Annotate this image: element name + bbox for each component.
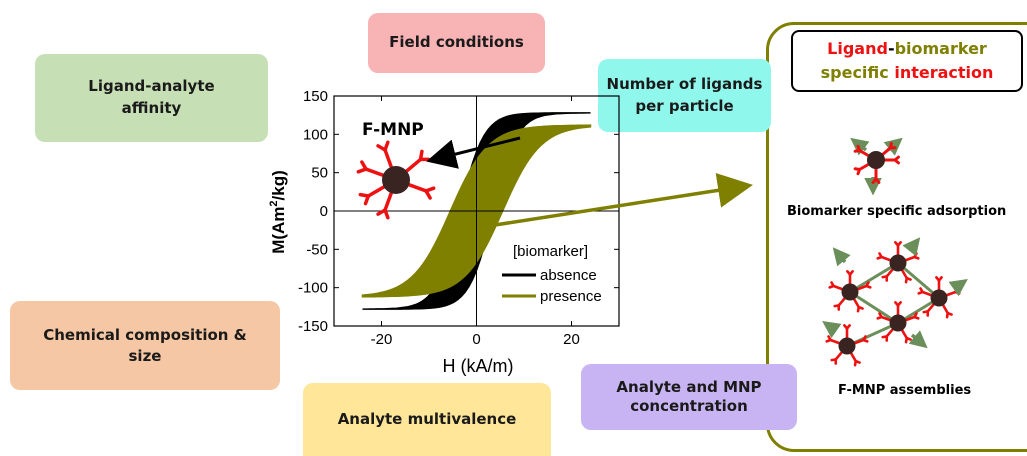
- fmnp-inset: [356, 140, 436, 220]
- panel-title: Ligand-biomarker specific interaction: [791, 30, 1023, 92]
- multivalence-text: Analyte multivalence: [337, 409, 517, 428]
- single-nanoparticle: [853, 141, 900, 184]
- nanoparticle-pointer-arrow: [426, 136, 521, 169]
- y-tick-label: 0: [320, 203, 328, 220]
- assembly-nanoparticle: [828, 270, 872, 313]
- nanoparticle-core: [889, 254, 907, 272]
- legend-label-absence: absence: [540, 267, 597, 284]
- nanoparticle-core: [867, 151, 885, 169]
- ligand-fork: [894, 241, 900, 247]
- ligands-per-particle-text-2: per particle: [635, 96, 734, 115]
- title-biomarker: biomarker: [894, 39, 987, 58]
- chemical-text-2: size: [128, 346, 162, 365]
- ligand-affinity-box: Ligand-analyte affinity: [35, 54, 268, 142]
- ligand-fork: [917, 290, 924, 295]
- y-axis-label: M(Am2/kg): [268, 170, 288, 254]
- title-specific: specific: [820, 63, 895, 82]
- ligand-fork: [854, 359, 861, 364]
- ligand-affinity-text-1: Ligand-analyte: [88, 77, 215, 96]
- assembly-nanoparticle: [876, 241, 920, 284]
- ligand-fork: [874, 177, 881, 184]
- ligand-fork: [946, 311, 953, 316]
- x-tick-label: -20: [371, 331, 393, 348]
- y-tick-label: 50: [311, 165, 328, 182]
- ligand-fork: [424, 186, 436, 193]
- assemblies-label: F-MNP assemblies: [838, 383, 972, 398]
- ligand-fork: [865, 281, 870, 288]
- nanoparticle-core: [838, 337, 856, 355]
- legend-label-presence: presence: [540, 288, 602, 305]
- y-tick-label: -100: [298, 280, 328, 297]
- concentration-text-2: concentration: [630, 397, 748, 415]
- nanoparticle-core: [930, 289, 948, 307]
- ligand-affinity-text-2: affinity: [121, 99, 182, 117]
- concentration-box: Analyte and MNP concentration: [581, 364, 797, 430]
- binding-arrow: [908, 330, 928, 349]
- binding-arrow: [850, 137, 870, 156]
- adsorption-label: Biomarker specific adsorption: [787, 204, 1007, 219]
- assembly-nanoparticle: [876, 301, 920, 344]
- ligand-fork: [889, 141, 893, 150]
- y-tick-label: 100: [303, 126, 328, 143]
- y-tick-label: -150: [298, 318, 328, 335]
- ligand-fork: [828, 284, 835, 289]
- ligand-fork: [846, 270, 852, 276]
- ligand-fork: [418, 149, 424, 162]
- panel-illustrations: [822, 137, 968, 367]
- interaction-panel: [766, 22, 1027, 452]
- binding-arrow: [902, 237, 921, 257]
- ligand-fork: [376, 144, 387, 152]
- ligand-fork: [363, 194, 371, 206]
- multivalence-box: Analyte multivalence: [303, 383, 551, 456]
- ligands-per-particle-text-1: Number of ligands: [606, 74, 763, 93]
- ligand-fork: [356, 167, 368, 174]
- field-conditions-text: Field conditions: [389, 33, 524, 52]
- nanoparticle-core: [382, 166, 410, 194]
- binding-arrow: [948, 278, 968, 297]
- ligand-fork: [856, 168, 862, 176]
- ligands-per-particle-box: Number of ligands per particle: [598, 59, 771, 132]
- ligand-fork: [862, 335, 867, 342]
- ligand-fork: [853, 149, 862, 153]
- ligand-fork: [857, 305, 864, 310]
- x-axis-label: H (kA/m): [443, 356, 514, 376]
- ligand-fork: [825, 338, 832, 343]
- ligand-fork: [894, 301, 900, 307]
- x-tick-label: 0: [472, 331, 480, 348]
- assembly-bond: [849, 290, 899, 325]
- ligand-fork: [876, 315, 883, 320]
- ligand-fork: [893, 155, 900, 162]
- ligand-fork: [905, 276, 912, 281]
- assembly-bond: [897, 261, 940, 300]
- title-interaction: interaction: [894, 63, 994, 82]
- chemical-text-1: Chemical composition &: [43, 326, 247, 345]
- legend: absence presence: [502, 267, 602, 305]
- inset-nanoparticle: [356, 140, 436, 220]
- nanoparticle-core: [889, 314, 907, 332]
- nanoparticle-core: [841, 283, 859, 301]
- presence-to-panel-arrow: [494, 173, 753, 227]
- legend-title: [biomarker]: [513, 243, 588, 260]
- assembly-bond: [849, 261, 899, 294]
- ligand-fork: [383, 208, 390, 220]
- ligand-fork: [843, 324, 849, 330]
- assembly-nanoparticle: [825, 324, 869, 367]
- ligand-fork: [876, 255, 883, 260]
- field-conditions-box: Field conditions: [368, 13, 545, 73]
- title-dash: -: [887, 39, 895, 58]
- ligand-fork: [913, 312, 918, 319]
- chart-axes: -150 -100 -50 0 50 100 150 -20 0 20: [298, 88, 619, 348]
- chemical-composition-box: Chemical composition & size: [10, 301, 280, 390]
- binding-arrow: [822, 320, 842, 339]
- y-tick-label: -50: [306, 241, 328, 258]
- x-tick-label: 20: [563, 331, 580, 348]
- y-tick-label: 150: [303, 88, 328, 105]
- ligand-fork: [935, 276, 941, 282]
- concentration-text-1: Analyte and MNP: [616, 377, 762, 396]
- inset-label: F-MNP: [362, 120, 424, 140]
- title-ligand: Ligand: [827, 39, 888, 58]
- binding-arrow: [832, 247, 851, 267]
